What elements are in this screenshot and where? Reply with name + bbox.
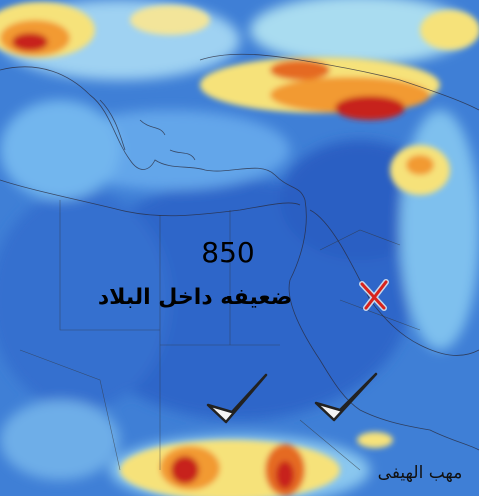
- signature: مهب الهيفى: [378, 463, 463, 483]
- pressure-level: 850: [201, 236, 254, 269]
- cross-mark: [359, 279, 389, 311]
- check-mark: [206, 373, 268, 424]
- check-mark: [314, 372, 378, 422]
- borders: [19, 200, 421, 471]
- caption: ضعيفه داخل البلاد: [98, 285, 292, 310]
